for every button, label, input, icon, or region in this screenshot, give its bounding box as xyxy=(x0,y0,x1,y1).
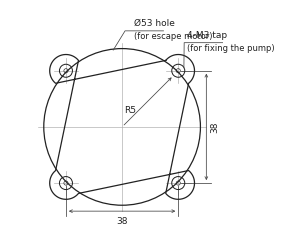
Text: (for escape motor): (for escape motor) xyxy=(134,32,212,41)
Text: R5: R5 xyxy=(124,106,136,114)
Text: 38: 38 xyxy=(116,217,128,226)
Text: Ø53 hole: Ø53 hole xyxy=(134,19,175,28)
Text: (for fixing the pump): (for fixing the pump) xyxy=(187,44,275,53)
Text: 38: 38 xyxy=(211,121,220,133)
Text: 4-M3 tap: 4-M3 tap xyxy=(187,31,227,40)
